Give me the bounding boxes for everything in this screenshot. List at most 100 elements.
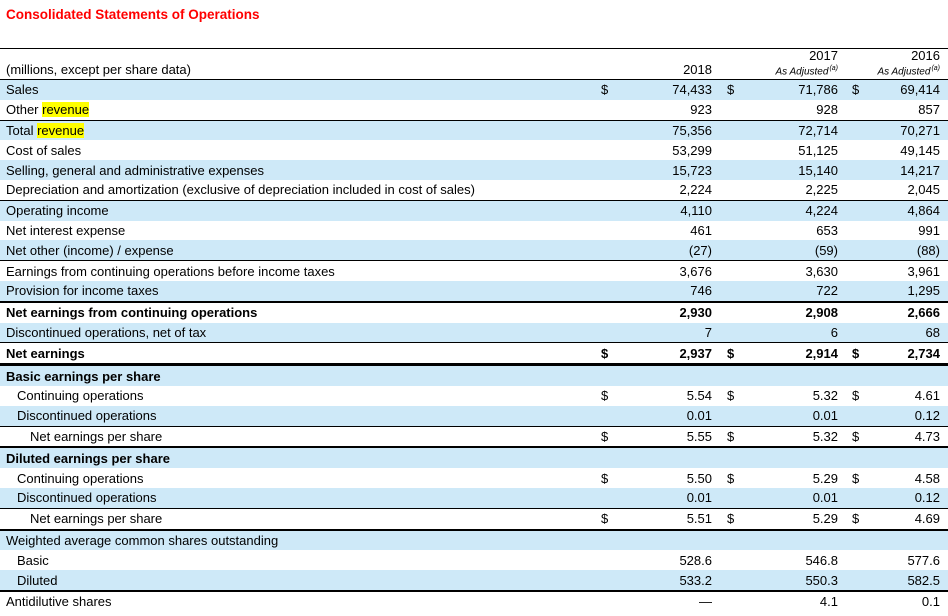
value-cell: 0.01	[686, 408, 712, 424]
value-cell: 51,125	[798, 142, 838, 158]
value-cell: 4.1	[819, 594, 838, 610]
value-cell: 4,110	[680, 203, 712, 219]
value-cell: 2,045	[907, 182, 940, 198]
value-cell: 5.32	[812, 388, 838, 404]
table-row: Cost of sales 53,299 51,125 49,145	[0, 140, 948, 160]
currency-symbol: $	[852, 511, 860, 527]
row-label: Net earnings	[6, 345, 85, 361]
value-cell: 4.61	[914, 388, 940, 404]
row-label: Total revenue	[6, 122, 85, 138]
value-cell: 5.32	[812, 428, 838, 444]
currency-symbol: $	[601, 470, 609, 486]
year-column-2016: 2016 As Adjusted(a)	[838, 47, 940, 77]
value-cell: 5.54	[686, 388, 712, 404]
currency-symbol: $	[727, 345, 735, 361]
footnote-marker: (a)	[931, 64, 940, 72]
value-cell: (88)	[916, 242, 940, 258]
page-title: Consolidated Statements of Operations	[6, 7, 260, 22]
value-cell: 528.6	[679, 552, 712, 568]
year-label: 2018	[683, 62, 712, 77]
value-cell: 582.5	[907, 572, 940, 588]
value-cell: 69,414	[900, 82, 940, 98]
row-label: Earnings from continuing operations befo…	[6, 263, 335, 279]
row-label: Basic earnings per share	[6, 368, 161, 384]
as-adjusted-note: As Adjusted(a)	[712, 63, 838, 77]
year-label: 2016	[911, 47, 940, 63]
table-row: Diluted earnings per share	[0, 446, 948, 469]
value-cell: 653	[816, 222, 838, 238]
currency-symbol: $	[852, 388, 860, 404]
unit-note: (millions, except per share data)	[6, 62, 191, 77]
currency-symbol: $	[601, 511, 609, 527]
value-cell: 2,908	[805, 305, 838, 321]
year-column-2018: 2018	[601, 63, 712, 77]
currency-symbol: $	[601, 428, 609, 444]
currency-symbol: $	[852, 82, 860, 98]
value-cell: 74,433	[672, 82, 712, 98]
value-cell: 2,914	[805, 345, 838, 361]
currency-symbol: $	[852, 345, 860, 361]
year-label: 2017	[809, 47, 838, 63]
as-adjusted-text: As Adjusted	[877, 66, 931, 77]
row-label: Selling, general and administrative expe…	[6, 162, 264, 178]
row-label: Continuing operations	[17, 470, 144, 486]
table-row: Antidilutive shares — 4.1 0.1	[0, 589, 948, 612]
value-cell: 5.50	[686, 470, 712, 486]
value-cell: 3,676	[679, 263, 712, 279]
value-cell: 3,630	[805, 263, 838, 279]
value-cell: 923	[690, 102, 712, 118]
value-cell: 14,217	[900, 162, 940, 178]
row-label: Discontinued operations	[17, 408, 157, 424]
value-cell: 2,734	[907, 345, 940, 361]
year-column-2017: 2017 As Adjusted(a)	[712, 47, 838, 77]
table-row: Net earnings $2,937 $2,914 $2,734	[0, 342, 948, 363]
find-highlight: revenue	[42, 102, 90, 118]
row-label: Net other (income) / expense	[6, 242, 174, 258]
table-row: Discontinued operations 0.01 0.01 0.12	[0, 405, 948, 426]
value-cell: 2,666	[907, 305, 940, 321]
value-cell: 722	[816, 283, 838, 299]
table-row: Operating income 4,110 4,224 4,864	[0, 199, 948, 221]
row-label: Net interest expense	[6, 222, 126, 238]
value-cell: 0.1	[921, 594, 940, 610]
table-row: Discontinued operations 0.01 0.01 0.12	[0, 487, 948, 508]
value-cell: 2,224	[679, 182, 712, 198]
value-cell: 461	[690, 222, 712, 238]
table-row: Weighted average common shares outstandi…	[0, 528, 948, 551]
row-label: Provision for income taxes	[6, 283, 159, 299]
currency-symbol: $	[601, 82, 609, 98]
value-cell: 4,224	[805, 203, 838, 219]
value-cell: 857	[918, 102, 940, 118]
row-label: Net earnings per share	[30, 511, 163, 527]
value-cell: 5.29	[812, 511, 838, 527]
table-header-row: (millions, except per share data) 2018 2…	[0, 48, 948, 80]
table-row: Selling, general and administrative expe…	[0, 160, 948, 180]
currency-symbol: $	[601, 345, 609, 361]
row-label: Basic	[17, 552, 49, 568]
value-cell: 4.73	[914, 428, 940, 444]
value-cell: 68	[925, 324, 940, 340]
table-row: Provision for income taxes 746 722 1,295	[0, 280, 948, 301]
value-cell: (27)	[688, 242, 712, 258]
row-label: Discontinued operations	[17, 490, 157, 506]
currency-symbol: $	[727, 511, 735, 527]
currency-symbol: $	[852, 428, 860, 444]
table-row: Net earnings per share $5.55 $5.32 $4.73	[0, 425, 948, 447]
value-cell: 0.01	[812, 408, 838, 424]
value-cell: 7	[704, 324, 712, 340]
row-label: Other revenue	[6, 102, 90, 118]
table-row: Basic 528.6 546.8 577.6	[0, 550, 948, 570]
value-cell: 2,930	[679, 305, 712, 321]
table-row: Depreciation and amortization (exclusive…	[0, 180, 948, 200]
value-cell: 991	[918, 222, 940, 238]
value-cell: 71,786	[798, 82, 838, 98]
table-row: Other revenue 923 928 857	[0, 100, 948, 120]
table-row: Net other (income) / expense (27) (59) (88)	[0, 240, 948, 261]
value-cell: 546.8	[805, 552, 838, 568]
row-label: Depreciation and amortization (exclusive…	[6, 182, 475, 198]
value-cell: —	[699, 594, 712, 610]
footnote-marker: (a)	[829, 64, 838, 72]
row-label: Cost of sales	[6, 142, 82, 158]
table-row: Sales $74,433 $71,786 $69,414	[0, 80, 948, 100]
value-cell: 5.29	[812, 470, 838, 486]
